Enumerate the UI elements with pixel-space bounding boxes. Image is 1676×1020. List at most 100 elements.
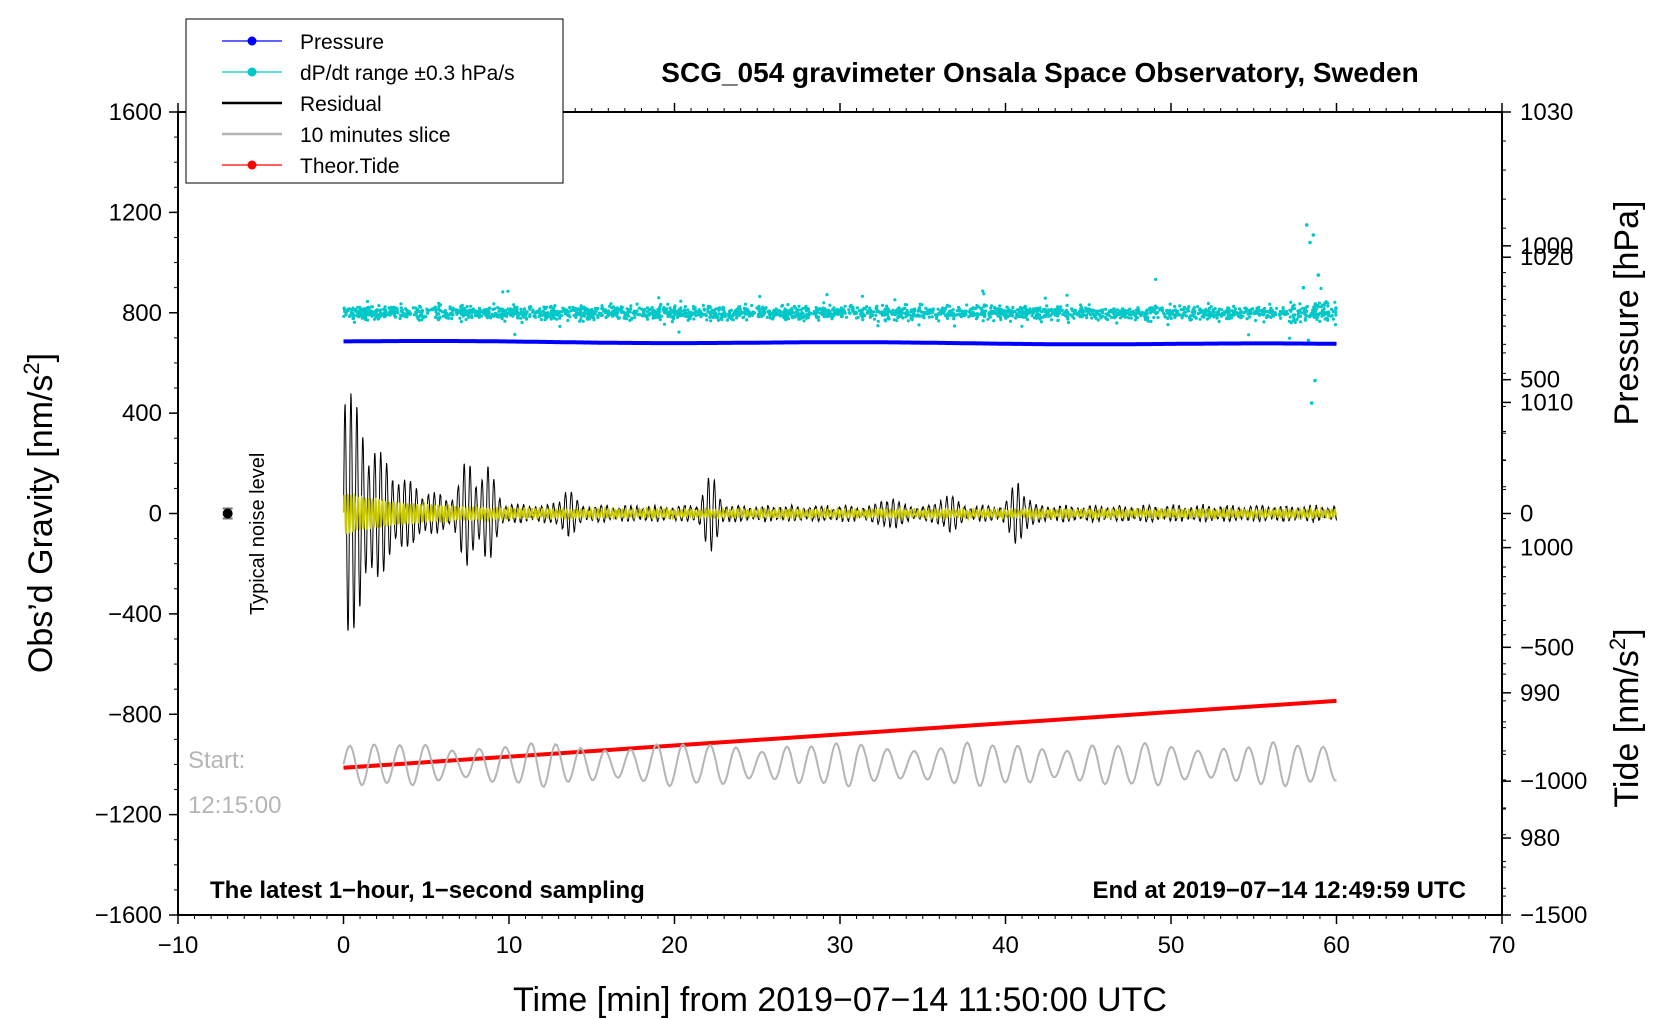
dpdt-point xyxy=(1121,311,1125,315)
dpdt-point xyxy=(982,314,987,319)
dpdt-point xyxy=(1263,310,1267,314)
dpdt-point xyxy=(451,313,455,317)
dpdt-point xyxy=(1066,320,1071,325)
dpdt-point xyxy=(537,315,541,319)
dpdt-point xyxy=(671,308,675,313)
dpdt-point xyxy=(357,315,361,319)
dpdt-point xyxy=(1056,308,1060,312)
dpdt-point xyxy=(1320,303,1324,307)
dpdt-point xyxy=(1248,315,1252,319)
dpdt-point xyxy=(437,307,441,311)
dpdt-point xyxy=(571,305,575,309)
dpdt-point xyxy=(1199,310,1203,314)
dpdt-point xyxy=(566,318,570,323)
dpdt-point xyxy=(388,313,392,317)
dpdt-point xyxy=(1143,312,1147,316)
dpdt-point xyxy=(1319,286,1323,291)
dpdt-point xyxy=(1239,310,1243,314)
dpdt-point xyxy=(1150,309,1154,313)
dpdt-point xyxy=(1014,316,1018,320)
dpdt-point xyxy=(604,315,608,320)
dpdt-point xyxy=(1120,307,1124,311)
dpdt-point xyxy=(1024,316,1028,320)
y-tick-label: −1600 xyxy=(95,902,162,929)
dpdt-point xyxy=(1092,313,1096,317)
dpdt-point xyxy=(973,307,977,311)
dpdt-point xyxy=(568,305,572,310)
dpdt-point xyxy=(602,309,606,313)
dpdt-point xyxy=(992,319,996,323)
dpdt-point xyxy=(1070,314,1075,318)
dpdt-point xyxy=(1004,316,1008,320)
dpdt-point xyxy=(460,308,464,312)
dpdt-point xyxy=(1053,308,1057,312)
dpdt-point xyxy=(522,308,527,312)
dpdt-point xyxy=(506,311,510,316)
legend-label: Pressure xyxy=(300,31,384,54)
dpdt-point xyxy=(901,316,905,320)
dpdt-point xyxy=(847,308,851,312)
slice-start-label: Start: xyxy=(188,747,245,774)
dpdt-point xyxy=(679,312,683,316)
dpdt-point xyxy=(768,316,772,320)
dpdt-point xyxy=(1298,314,1302,318)
dpdt-point xyxy=(780,304,784,308)
dpdt-point xyxy=(791,316,795,320)
x-tick-label: 50 xyxy=(1158,932,1185,959)
y-tick-label: −800 xyxy=(108,701,162,728)
dpdt-point xyxy=(1163,314,1167,318)
dpdt-point xyxy=(1226,306,1231,310)
y-tick-label: 400 xyxy=(122,400,162,427)
dpdt-point xyxy=(955,313,959,317)
dpdt-point xyxy=(818,307,822,311)
dpdt-point xyxy=(1275,306,1279,310)
dpdt-point xyxy=(907,313,911,317)
dpdt-point xyxy=(793,315,797,319)
dpdt-point xyxy=(475,310,480,314)
dpdt-point xyxy=(627,308,631,312)
dpdt-point xyxy=(365,308,369,312)
dpdt-point xyxy=(677,330,681,334)
slice-line xyxy=(342,740,1337,789)
dpdt-point xyxy=(575,313,579,317)
dpdt-point xyxy=(485,316,489,320)
dpdt-point xyxy=(722,308,726,312)
y-tick-label: −1200 xyxy=(95,802,162,829)
dpdt-point xyxy=(1129,310,1133,314)
dpdt-point xyxy=(543,318,547,322)
dpdt-point xyxy=(1301,306,1305,310)
dpdt-point xyxy=(1084,306,1088,310)
dpdt-point xyxy=(1158,306,1163,311)
dpdt-point xyxy=(1329,307,1334,311)
dpdt-point xyxy=(898,309,902,313)
dpdt-point xyxy=(856,315,860,320)
dpdt-point xyxy=(543,314,547,318)
dpdt-point xyxy=(924,310,928,315)
x-tick-label: 0 xyxy=(337,932,350,959)
dpdt-point xyxy=(580,305,584,309)
dpdt-point xyxy=(983,312,987,316)
dpdt-point xyxy=(500,307,504,311)
dpdt-point xyxy=(898,312,903,316)
dpdt-point xyxy=(926,310,930,314)
dpdt-point xyxy=(1008,319,1013,323)
dpdt-point xyxy=(1151,306,1155,310)
dpdt-point xyxy=(962,309,966,313)
dpdt-point xyxy=(728,309,732,313)
dpdt-point xyxy=(788,308,793,312)
dpdt-point xyxy=(1173,304,1177,309)
dpdt-point xyxy=(1318,319,1322,323)
dpdt-point xyxy=(435,312,439,317)
dpdt-point xyxy=(848,304,852,308)
dpdt-point xyxy=(1309,401,1314,405)
dpdt-point xyxy=(497,315,501,319)
dpdt-point xyxy=(714,312,718,316)
dpdt-point xyxy=(377,304,381,308)
dpdt-point xyxy=(1043,309,1047,313)
dpdt-point xyxy=(1182,306,1186,310)
dpdt-point xyxy=(894,308,898,313)
dpdt-point xyxy=(604,309,608,313)
dpdt-point xyxy=(804,316,809,320)
dpdt-point xyxy=(1178,304,1182,308)
dpdt-point xyxy=(607,309,611,313)
